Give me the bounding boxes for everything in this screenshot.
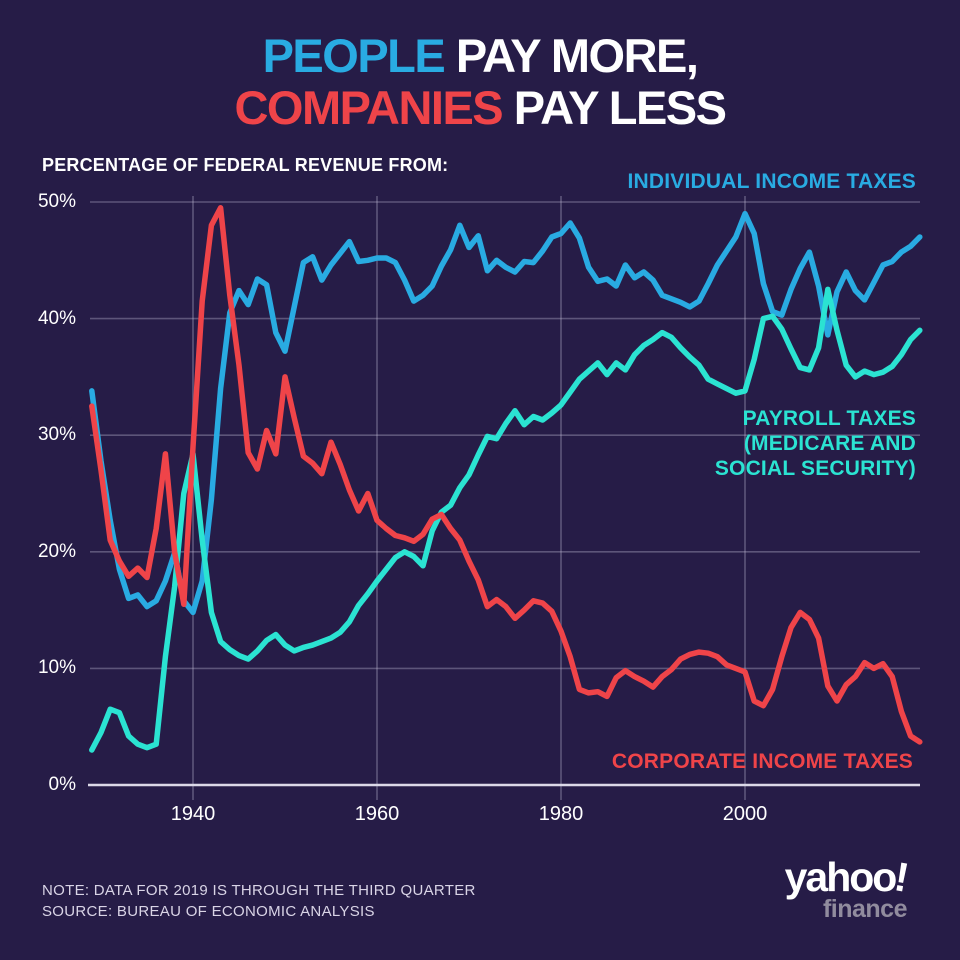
legend-payroll-line-1: PAYROLL TAXES bbox=[742, 407, 916, 430]
y-tick-label-0: 0% bbox=[48, 774, 76, 795]
x-tick-label-1980: 1980 bbox=[538, 803, 584, 825]
yahoo-finance-logo: yahoo! finance bbox=[784, 853, 911, 923]
y-tick-label-30: 30% bbox=[37, 424, 76, 446]
y-tick-label-50: 50% bbox=[37, 191, 76, 212]
chart-subtitle: PERCENTAGE OF FEDERAL REVENUE FROM: bbox=[42, 155, 449, 175]
legend-payroll-taxes: PAYROLL TAXES (MEDICARE AND SOCIAL SECUR… bbox=[715, 406, 916, 481]
x-tick-label-1960: 1960 bbox=[354, 803, 400, 825]
title-line-2: COMPANIES PAY LESS bbox=[0, 82, 960, 134]
page-title: PEOPLE PAY MORE, COMPANIES PAY LESS bbox=[0, 30, 960, 134]
y-tick-label-10: 10% bbox=[37, 657, 76, 679]
title-word-pay-more: PAY MORE, bbox=[455, 29, 699, 82]
y-tick-label-40: 40% bbox=[37, 307, 76, 329]
legend-payroll-line-3: SOCIAL SECURITY) bbox=[714, 457, 916, 480]
x-tick-label-1940: 1940 bbox=[170, 803, 216, 825]
yahoo-text: yahoo bbox=[784, 854, 898, 900]
finance-text: finance bbox=[822, 895, 908, 923]
footnote: NOTE: DATA FOR 2019 IS THROUGH THE THIRD… bbox=[42, 880, 476, 922]
title-line-1: PEOPLE PAY MORE, bbox=[0, 30, 960, 82]
y-tick-label-20: 20% bbox=[37, 540, 76, 562]
x-tick-label-2000: 2000 bbox=[722, 803, 768, 825]
footnote-source: SOURCE: BUREAU OF ECONOMIC ANALYSIS bbox=[42, 903, 375, 920]
title-word-companies: COMPANIES bbox=[234, 81, 514, 134]
legend-corporate-income-taxes: CORPORATE INCOME TAXES bbox=[611, 750, 913, 773]
footnote-note: NOTE: DATA FOR 2019 IS THROUGH THE THIRD… bbox=[42, 882, 476, 899]
legend-payroll-line-2: (MEDICARE AND bbox=[743, 432, 916, 455]
line-corporate-income-taxes bbox=[89, 205, 923, 745]
line-payroll-taxes bbox=[89, 286, 923, 753]
legend-individual-income-taxes: INDIVIDUAL INCOME TAXES bbox=[627, 170, 916, 193]
yahoo-wordmark: yahoo! bbox=[784, 853, 911, 900]
title-word-people: PEOPLE bbox=[262, 29, 456, 82]
title-word-pay-less: PAY LESS bbox=[513, 81, 727, 134]
